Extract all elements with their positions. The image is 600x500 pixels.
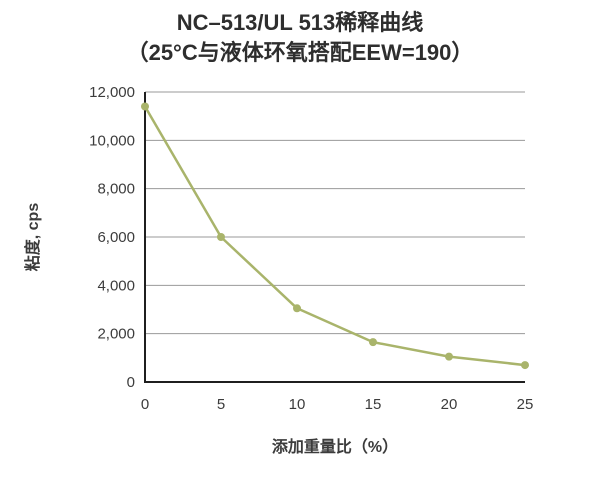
data-point [141, 102, 149, 111]
y-tick-label: 6,000 [97, 229, 135, 246]
chart-title-block: NC–513/UL 513稀释曲线 （25°C与液体环氧搭配EEW=190） [0, 0, 600, 67]
x-tick-label: 15 [365, 396, 382, 413]
x-axis-label: 添加重量比（%） [272, 437, 398, 456]
chart-subtitle: （25°C与液体环氧搭配EEW=190） [126, 39, 474, 65]
y-axis-label: 粘度, cps [23, 203, 42, 272]
line-series [143, 106, 526, 367]
data-point [369, 338, 377, 347]
x-tick-label: 0 [141, 396, 149, 413]
y-tick-label: 4,000 [97, 278, 135, 295]
line-chart: 0 2,000 4,000 6,000 8,000 10,000 12,000 0 5 10 15 2… [23, 84, 534, 456]
chart-title: NC–513/UL 513稀释曲线 [176, 10, 424, 35]
y-tick-label: 8,000 [97, 181, 135, 198]
y-tick-label: 12,000 [89, 84, 135, 101]
x-tick-label: 25 [517, 396, 534, 413]
data-point [217, 233, 225, 242]
y-tick-label: 10,000 [89, 133, 135, 150]
y-tick-label: 2,000 [97, 326, 135, 343]
x-tick-label: 20 [441, 396, 458, 413]
data-point [521, 361, 529, 370]
x-tick-label: 5 [217, 396, 225, 413]
data-point [293, 304, 301, 313]
data-point [445, 353, 453, 361]
y-tick-label: 0 [127, 374, 135, 391]
x-tick-label: 10 [289, 396, 306, 413]
